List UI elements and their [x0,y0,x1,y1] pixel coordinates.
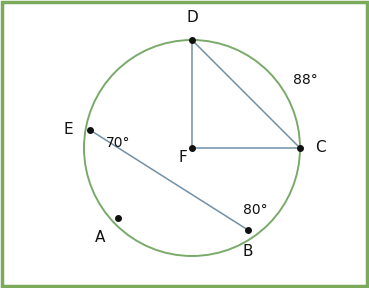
Text: 80°: 80° [243,203,267,217]
Text: C: C [315,141,325,156]
Text: B: B [243,245,253,259]
Text: F: F [179,151,187,166]
Text: 70°: 70° [106,136,130,150]
Text: A: A [95,230,105,245]
Text: 88°: 88° [293,73,317,87]
Text: E: E [63,122,73,137]
Text: D: D [186,10,198,26]
